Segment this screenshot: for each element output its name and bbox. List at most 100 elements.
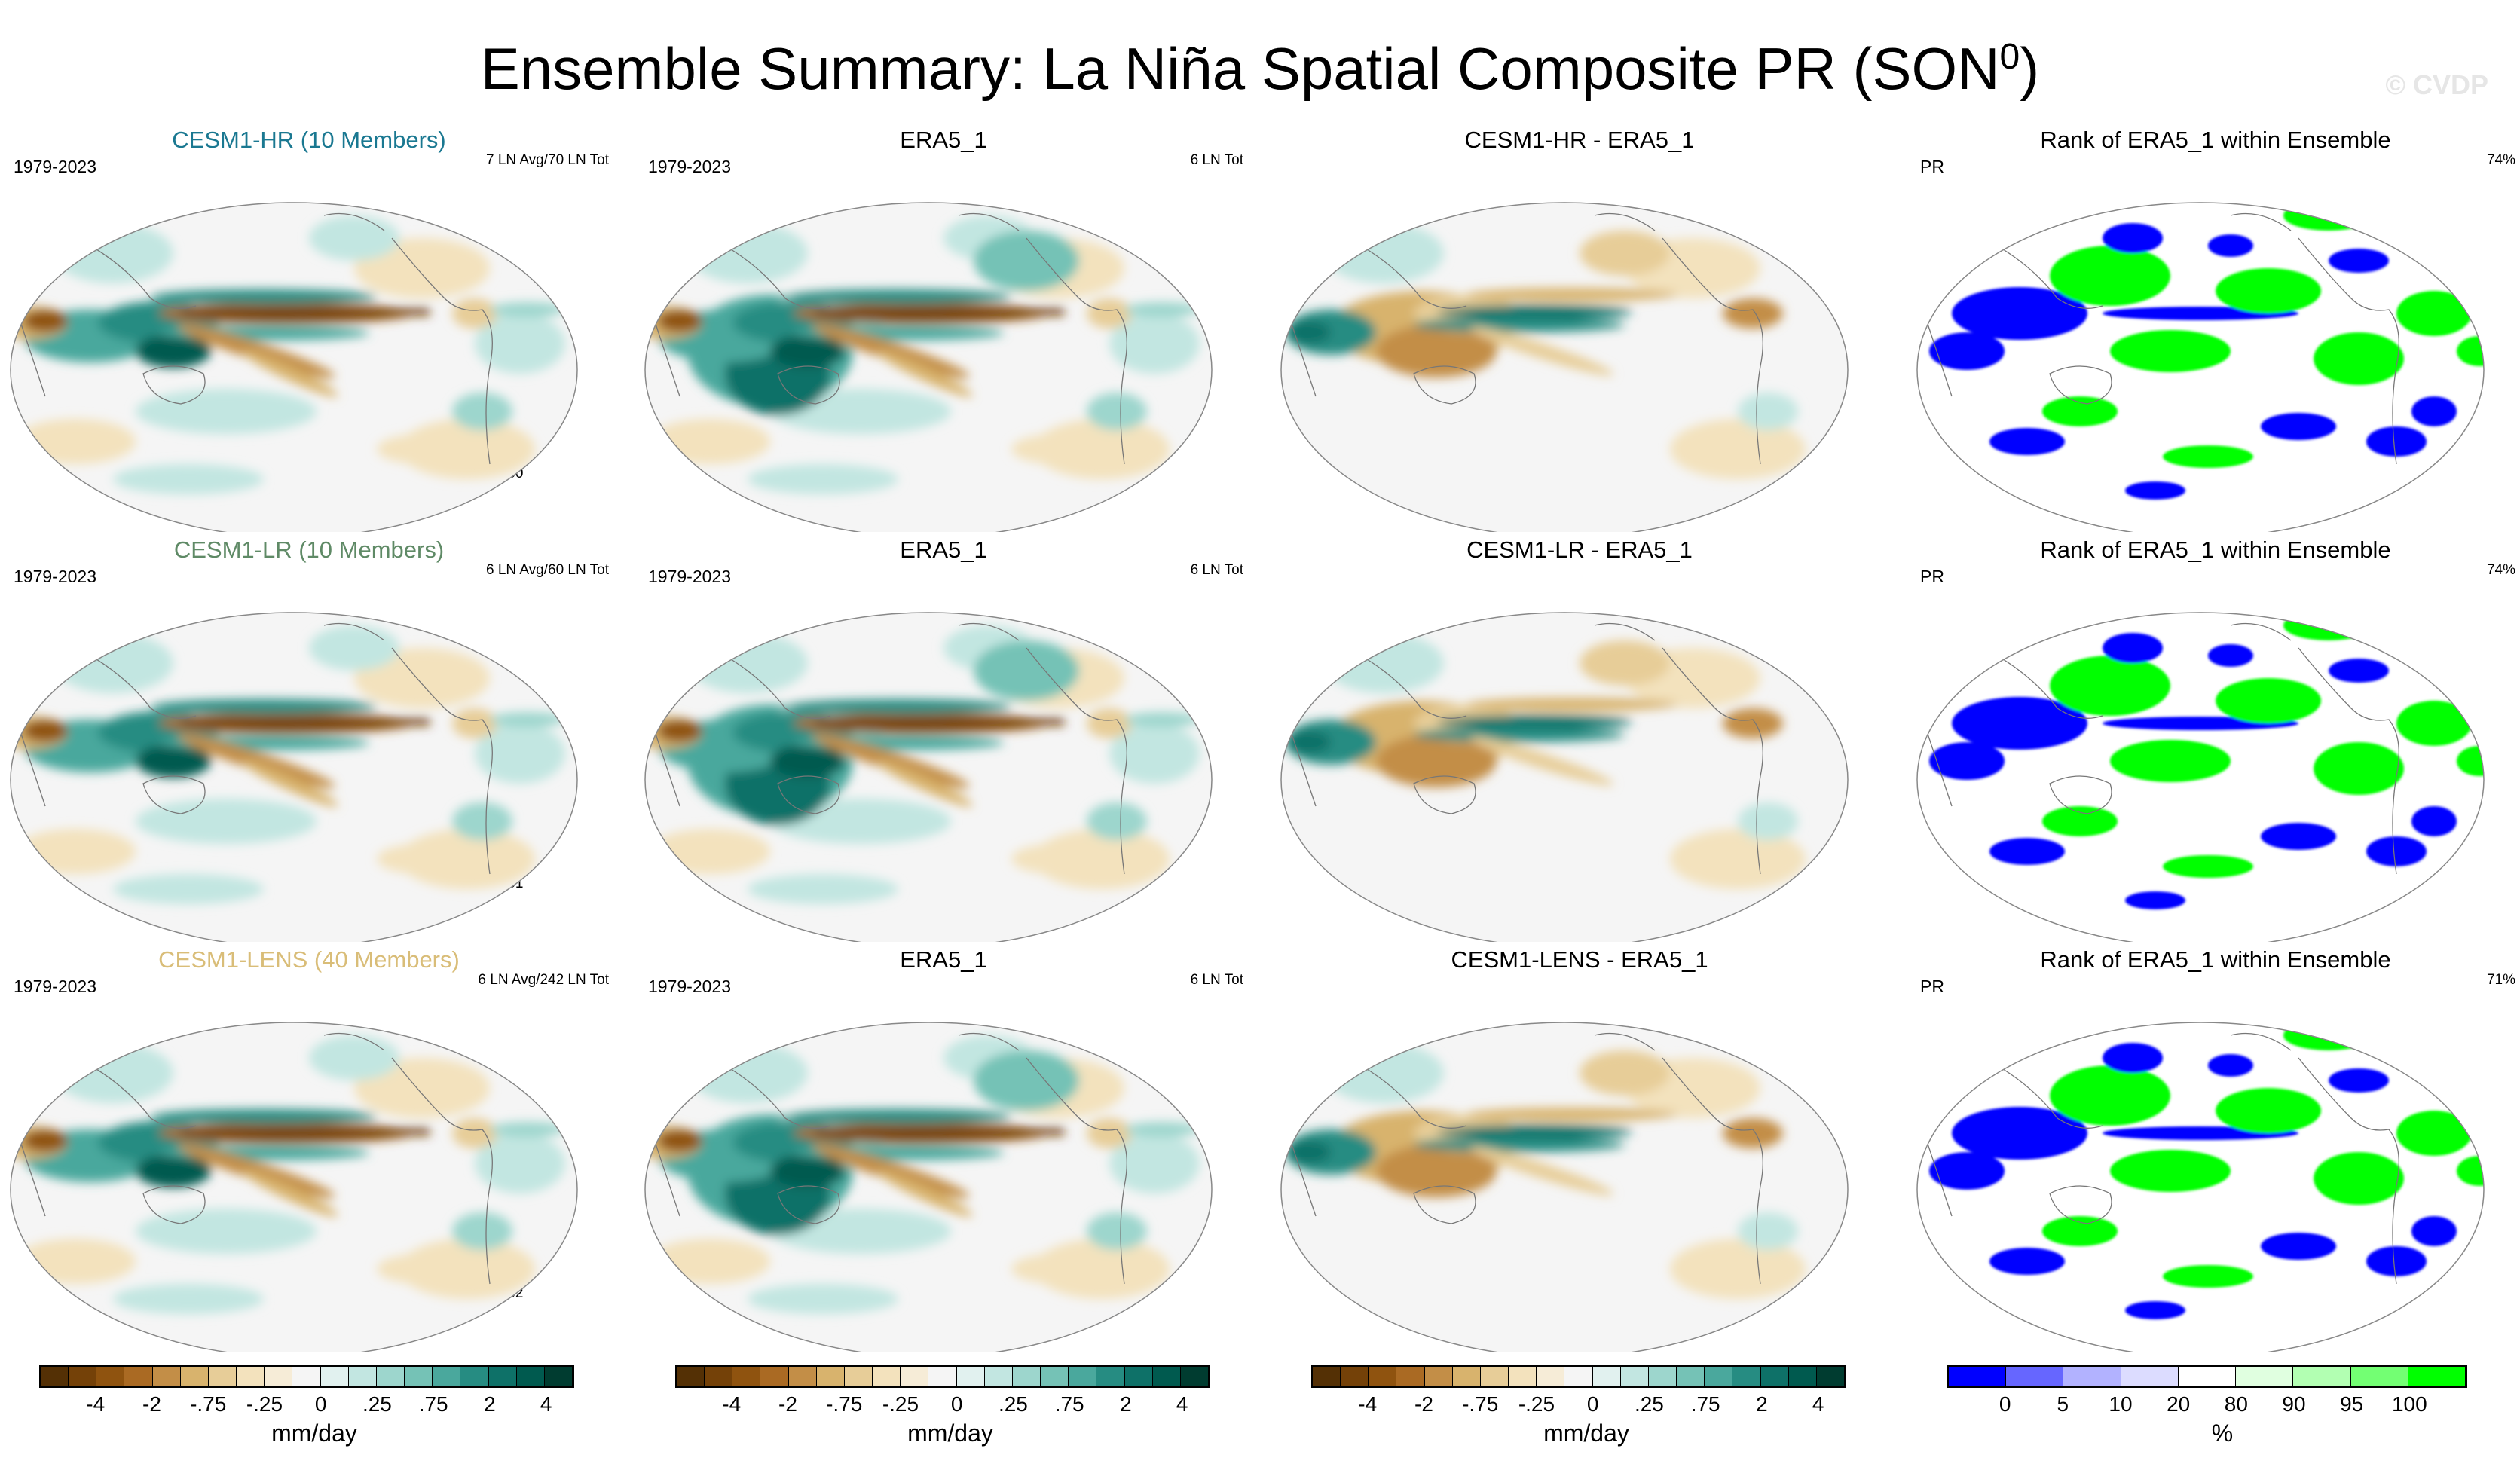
colorbar-swatch [1592, 1367, 1621, 1386]
panel-title: CESM1-HR - ERA5_1 [1464, 127, 1695, 153]
precip-composite-map [10, 1022, 578, 1352]
colorbar-tick: 0 [950, 1392, 963, 1416]
colorbar-tick: 4 [1812, 1392, 1824, 1416]
map-border [1916, 202, 2485, 532]
colorbar-swatch [1452, 1367, 1481, 1386]
colorbar-swatch [237, 1367, 265, 1386]
colorbar-tick: 0 [1586, 1392, 1599, 1416]
colorbar-tick: 100 [2391, 1392, 2427, 1416]
colorbar-swatch [984, 1367, 1013, 1386]
colorbar-tick: 90 [2282, 1392, 2306, 1416]
map-field [1917, 203, 2484, 532]
map-field [11, 1022, 577, 1352]
colorbar-swatch [1949, 1367, 2007, 1386]
map-field [1917, 1022, 2484, 1352]
precip-difference-map [1280, 1022, 1849, 1352]
colorbar-swatch [1424, 1367, 1453, 1386]
panel-title: CESM1-LENS (40 Members) [158, 946, 460, 973]
event-count: 7 LN Avg/70 LN Tot [485, 152, 609, 168]
period-label: 1979-2023 [14, 567, 96, 586]
panel-rank-row1: Rank of ERA5_1 within Ensemble PR 74% [1907, 125, 2520, 532]
panel-rank-row2: Rank of ERA5_1 within Ensemble PR 74% [1907, 535, 2520, 942]
colorbar-swatch [928, 1367, 957, 1386]
colorbar-swatch [376, 1367, 405, 1386]
map-field [11, 613, 577, 942]
precip-composite-map [644, 1022, 1213, 1352]
map-border [1916, 612, 2485, 942]
colorbar-swatch [348, 1367, 377, 1386]
panel-title: Rank of ERA5_1 within Ensemble [2040, 536, 2391, 563]
figure-title: Ensemble Summary: La Niña Spatial Compos… [480, 35, 2040, 102]
colorbar-unit: mm/day [1543, 1420, 1629, 1447]
colorbar-swatch [124, 1367, 153, 1386]
map-border [1280, 1022, 1849, 1352]
colorbar-swatch [2006, 1367, 2064, 1386]
colorbar-tick: -.25 [246, 1392, 283, 1416]
precip-difference-map [1280, 612, 1849, 942]
event-count: 6 LN Avg/242 LN Tot [478, 972, 609, 988]
colorbar-swatch [873, 1367, 901, 1386]
period-label: 1979-2023 [14, 157, 96, 176]
colorbar-swatch [1313, 1367, 1341, 1386]
colorbar-tick: -.75 [190, 1392, 227, 1416]
panel-ens-row2: CESM1-LR (10 Members) 1979-2023 6 LN Avg… [0, 535, 618, 942]
colorbar-swatch [732, 1367, 761, 1386]
colorbar-precip-3: -4 -2 -.75 -.25 0 .25 .75 2 4 mm/day [1311, 1365, 1861, 1456]
colorbar-tick: .75 [418, 1392, 448, 1416]
rank-percent: 71% [2486, 972, 2515, 988]
colorbar-swatch [544, 1367, 573, 1386]
colorbar-tick: -.25 [1518, 1392, 1555, 1416]
colorbar-swatch [1369, 1367, 1397, 1386]
rank-percent: 74% [2486, 562, 2515, 578]
colorbar-swatch [788, 1367, 817, 1386]
colorbar-swatch [1732, 1367, 1761, 1386]
colorbar-swatch [152, 1367, 181, 1386]
map-border [644, 202, 1213, 532]
colorbar-swatch [1537, 1367, 1565, 1386]
colorbar-swatch [1620, 1367, 1649, 1386]
panel-title: ERA5_1 [900, 536, 987, 563]
variable-label: PR [1920, 157, 1944, 176]
period-label: 1979-2023 [14, 976, 96, 996]
colorbar-swatch [901, 1367, 929, 1386]
colorbar-swatch [1012, 1367, 1041, 1386]
colorbar-swatch [1152, 1367, 1181, 1386]
precip-composite-map [10, 202, 578, 532]
colorbar-tick: 5 [2057, 1392, 2069, 1416]
panel-ens-row3: CESM1-LENS (40 Members) 1979-2023 6 LN A… [0, 945, 618, 1352]
colorbar-swatch [2350, 1367, 2408, 1386]
rank-map [1916, 202, 2485, 532]
colorbar-swatch [265, 1367, 293, 1386]
coastlines [14, 212, 493, 465]
map-field [1281, 1022, 1848, 1352]
precip-difference-map [1280, 202, 1849, 532]
colorbar-swatch [844, 1367, 873, 1386]
colorbar-swatch [405, 1367, 433, 1386]
coastlines [1285, 212, 1763, 465]
colorbar-swatch [1180, 1367, 1209, 1386]
colorbar-swatch [1816, 1367, 1845, 1386]
map-border [10, 1022, 578, 1352]
colorbar-swatch [2408, 1367, 2466, 1386]
colorbar-boxes [39, 1365, 574, 1388]
colorbar-swatch [1480, 1367, 1509, 1386]
map-field [645, 203, 1212, 532]
colorbar-swatch [816, 1367, 845, 1386]
watermark: © CVDP [2385, 69, 2488, 100]
map-field [645, 1022, 1212, 1352]
panel-ens-row1: CESM1-HR (10 Members) 1979-2023 7 LN Avg… [0, 125, 618, 532]
colorbar-tick: 0 [314, 1392, 327, 1416]
colorbar-tick: -.25 [882, 1392, 919, 1416]
colorbar-swatch [69, 1367, 97, 1386]
colorbar-swatch [2178, 1367, 2237, 1386]
colorbar-swatch [1677, 1367, 1705, 1386]
map-border [1280, 202, 1849, 532]
colorbar-tick: 95 [2340, 1392, 2364, 1416]
colorbar-tick: 2 [1120, 1392, 1132, 1416]
colorbar-swatch [956, 1367, 985, 1386]
colorbar-swatch [1041, 1367, 1069, 1386]
panel-title: ERA5_1 [900, 127, 987, 153]
colorbar-swatch [96, 1367, 125, 1386]
colorbar-tick: 2 [1756, 1392, 1768, 1416]
colorbar-swatch [1124, 1367, 1153, 1386]
